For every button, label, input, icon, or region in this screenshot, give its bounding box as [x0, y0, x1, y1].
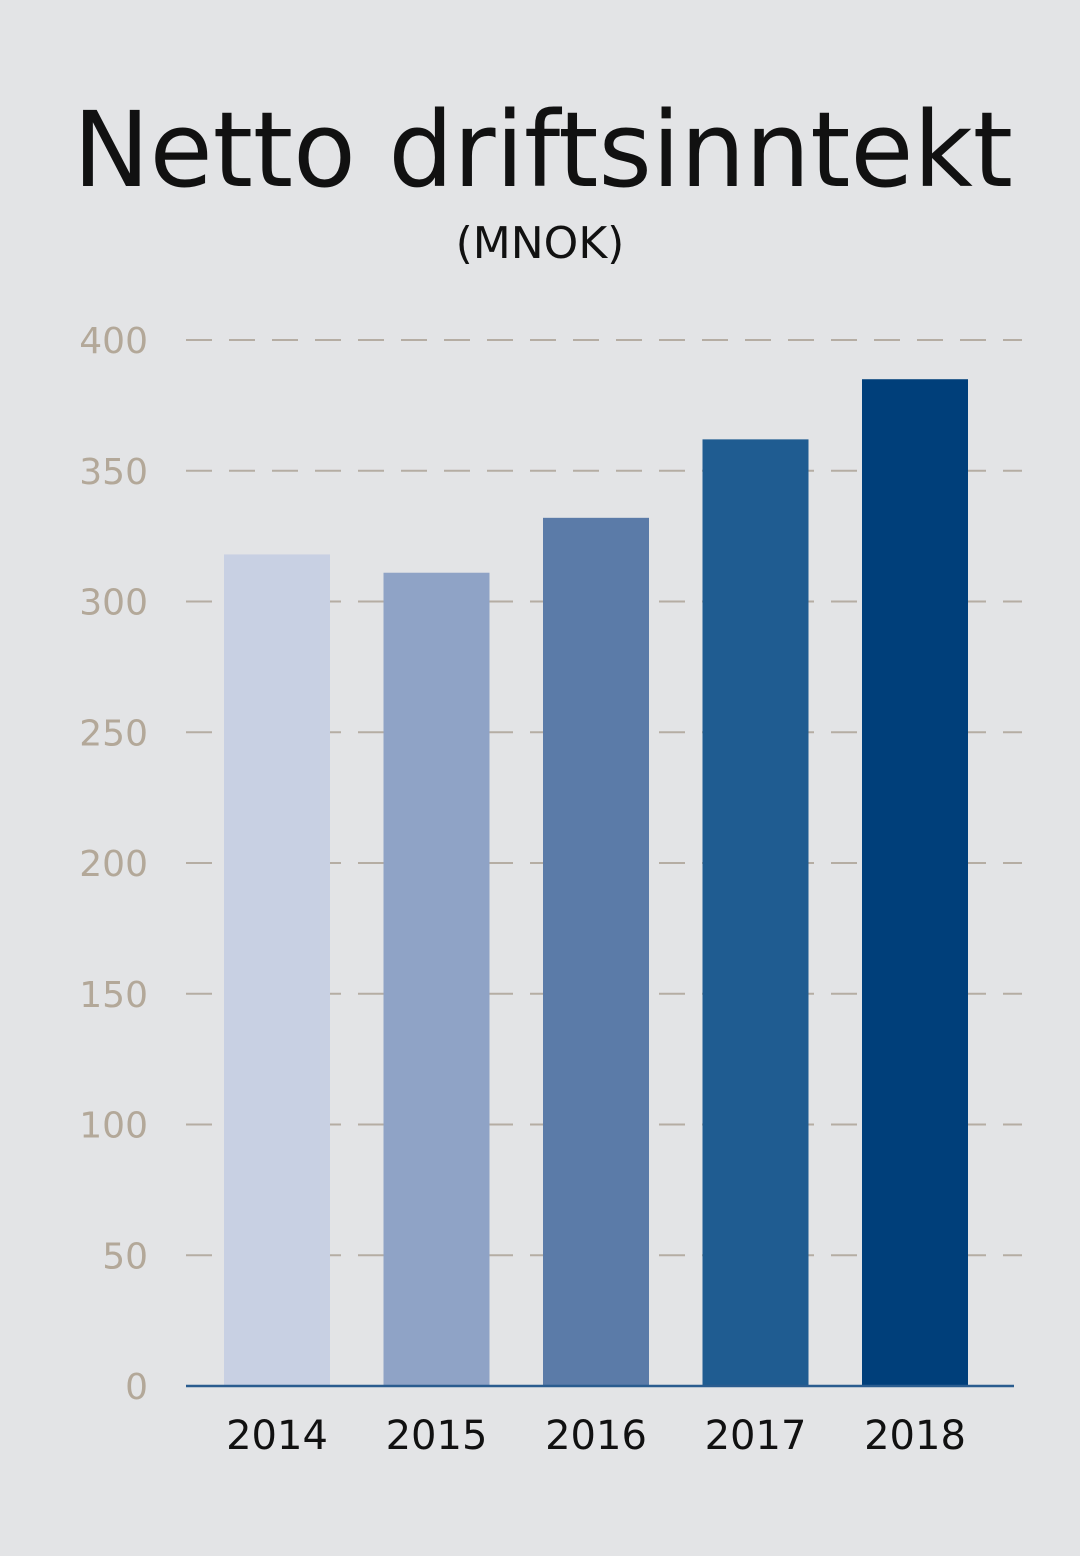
y-axis-ticks: 0 50 100 150 200 250 300 350 400	[79, 321, 148, 1408]
x-tick-label: 2015	[386, 1413, 488, 1459]
y-tick-label: 350	[79, 452, 148, 493]
y-tick-label: 150	[79, 975, 148, 1016]
chart-title: Netto driftsinntekt	[73, 89, 1013, 211]
y-tick-label: 250	[79, 713, 148, 754]
bar-2018	[862, 379, 968, 1387]
y-tick-label: 100	[79, 1106, 148, 1147]
y-tick-label: 400	[79, 321, 148, 362]
bar-2015	[383, 572, 490, 1386]
x-tick-label: 2016	[545, 1413, 647, 1459]
y-tick-label: 0	[125, 1367, 148, 1408]
bar-2017	[702, 439, 809, 1386]
bars	[224, 379, 968, 1387]
x-tick-label: 2017	[705, 1413, 807, 1459]
y-tick-label: 300	[79, 583, 148, 624]
x-tick-label: 2018	[864, 1413, 966, 1459]
y-tick-label: 50	[102, 1236, 148, 1277]
y-tick-label: 200	[79, 844, 148, 885]
chart-subtitle: (MNOK)	[456, 218, 625, 269]
x-axis-ticks: 2014 2015 2016 2017 2018	[226, 1413, 966, 1459]
x-tick-label: 2014	[226, 1413, 328, 1459]
bar-2016	[543, 517, 649, 1386]
bar-2014	[224, 554, 330, 1386]
